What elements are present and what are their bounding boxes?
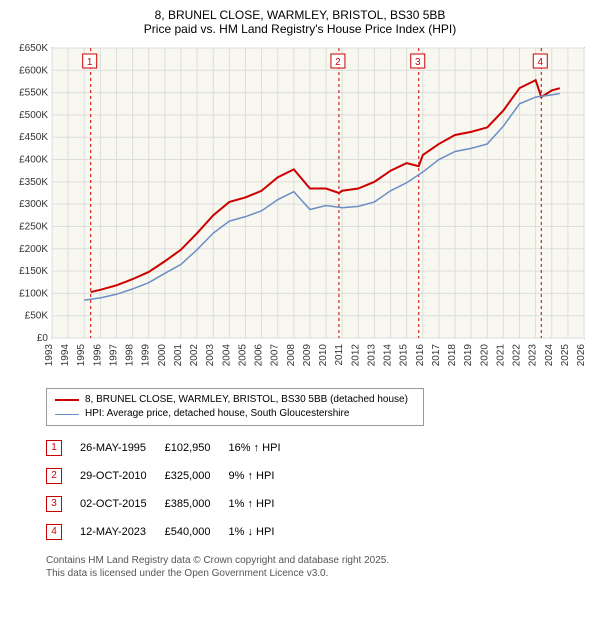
svg-text:2010: 2010 [318, 344, 329, 367]
svg-text:£250K: £250K [19, 221, 48, 232]
svg-text:2008: 2008 [286, 344, 297, 367]
svg-text:£350K: £350K [19, 177, 48, 188]
sale-marker: 1 [46, 440, 62, 456]
svg-text:1993: 1993 [44, 344, 55, 367]
svg-text:2002: 2002 [189, 344, 200, 367]
sale-price: £540,000 [165, 518, 229, 546]
svg-text:2019: 2019 [463, 344, 474, 367]
svg-text:2000: 2000 [157, 344, 168, 367]
svg-text:2020: 2020 [479, 344, 490, 367]
subtitle-line: Price paid vs. HM Land Registry's House … [10, 22, 590, 36]
svg-text:2014: 2014 [383, 344, 394, 367]
sale-marker: 2 [46, 468, 62, 484]
svg-text:2005: 2005 [237, 344, 248, 367]
legend-swatch [55, 399, 79, 401]
svg-text:£0: £0 [37, 333, 49, 344]
footer-note: Contains HM Land Registry data © Crown c… [46, 554, 590, 580]
sale-date: 29-OCT-2010 [80, 462, 165, 490]
svg-text:£450K: £450K [19, 132, 48, 143]
svg-text:2013: 2013 [366, 344, 377, 367]
svg-text:1999: 1999 [141, 344, 152, 367]
sale-delta: 9% ↑ HPI [229, 462, 299, 490]
table-row: 3 02-OCT-2015£385,0001% ↑ HPI [46, 490, 299, 518]
svg-text:1: 1 [87, 57, 93, 68]
svg-text:2004: 2004 [221, 344, 232, 367]
svg-text:2012: 2012 [350, 344, 361, 367]
table-row: 1 26-MAY-1995£102,95016% ↑ HPI [46, 434, 299, 462]
sale-price: £325,000 [165, 462, 229, 490]
sale-delta: 1% ↑ HPI [229, 490, 299, 518]
table-row: 2 29-OCT-2010£325,0009% ↑ HPI [46, 462, 299, 490]
sale-date: 12-MAY-2023 [80, 518, 165, 546]
footer-line-1: Contains HM Land Registry data © Crown c… [46, 554, 590, 567]
svg-text:2025: 2025 [560, 344, 571, 367]
sales-table: 1 26-MAY-1995£102,95016% ↑ HPI 2 29-OCT-201… [46, 434, 299, 546]
sale-date: 26-MAY-1995 [80, 434, 165, 462]
price-chart: £0 £50K £100K £150K £200K £250K £300K £350K £400… [10, 42, 590, 382]
svg-text:2016: 2016 [415, 344, 426, 367]
svg-text:2018: 2018 [447, 344, 458, 367]
sale-price: £385,000 [165, 490, 229, 518]
svg-text:2021: 2021 [495, 344, 506, 367]
svg-text:2006: 2006 [254, 344, 265, 367]
svg-text:£100K: £100K [19, 288, 48, 299]
sale-delta: 16% ↑ HPI [229, 434, 299, 462]
svg-text:2: 2 [335, 57, 341, 68]
footer-line-2: This data is licensed under the Open Gov… [46, 567, 590, 580]
legend-row: HPI: Average price, detached house, Sout… [55, 407, 415, 421]
svg-text:£400K: £400K [19, 155, 48, 166]
sale-date: 02-OCT-2015 [80, 490, 165, 518]
svg-text:2024: 2024 [544, 344, 555, 367]
svg-text:2001: 2001 [173, 344, 184, 367]
svg-text:2007: 2007 [270, 344, 281, 367]
address-line: 8, BRUNEL CLOSE, WARMLEY, BRISTOL, BS30 … [10, 8, 590, 22]
svg-text:1996: 1996 [92, 344, 103, 367]
svg-text:£650K: £650K [19, 43, 48, 54]
svg-text:2009: 2009 [302, 344, 313, 367]
svg-text:1995: 1995 [76, 344, 87, 367]
svg-text:2015: 2015 [399, 344, 410, 367]
svg-text:£50K: £50K [25, 311, 49, 322]
svg-text:£150K: £150K [19, 266, 48, 277]
svg-text:£600K: £600K [19, 65, 48, 76]
svg-text:£550K: £550K [19, 88, 48, 99]
svg-text:2003: 2003 [205, 344, 216, 367]
legend-row: 8, BRUNEL CLOSE, WARMLEY, BRISTOL, BS30 … [55, 393, 415, 407]
svg-text:2023: 2023 [528, 344, 539, 367]
svg-text:1994: 1994 [60, 344, 71, 367]
sale-delta: 1% ↓ HPI [229, 518, 299, 546]
chart-title: 8, BRUNEL CLOSE, WARMLEY, BRISTOL, BS30 … [10, 8, 590, 36]
svg-text:3: 3 [415, 57, 421, 68]
svg-text:1998: 1998 [125, 344, 136, 367]
legend-label: HPI: Average price, detached house, Sout… [85, 407, 349, 421]
legend-swatch [55, 414, 79, 415]
svg-text:2017: 2017 [431, 344, 442, 367]
legend-label: 8, BRUNEL CLOSE, WARMLEY, BRISTOL, BS30 … [85, 393, 408, 407]
sale-marker: 4 [46, 524, 62, 540]
svg-text:£300K: £300K [19, 199, 48, 210]
svg-text:1997: 1997 [108, 344, 119, 367]
svg-text:£500K: £500K [19, 110, 48, 121]
svg-text:2022: 2022 [512, 344, 523, 367]
svg-text:£200K: £200K [19, 244, 48, 255]
svg-text:4: 4 [537, 57, 543, 68]
chart-legend: 8, BRUNEL CLOSE, WARMLEY, BRISTOL, BS30 … [46, 388, 424, 426]
svg-text:2026: 2026 [576, 344, 587, 367]
table-row: 4 12-MAY-2023£540,0001% ↓ HPI [46, 518, 299, 546]
sale-price: £102,950 [165, 434, 229, 462]
svg-text:2011: 2011 [334, 344, 345, 366]
sale-marker: 3 [46, 496, 62, 512]
